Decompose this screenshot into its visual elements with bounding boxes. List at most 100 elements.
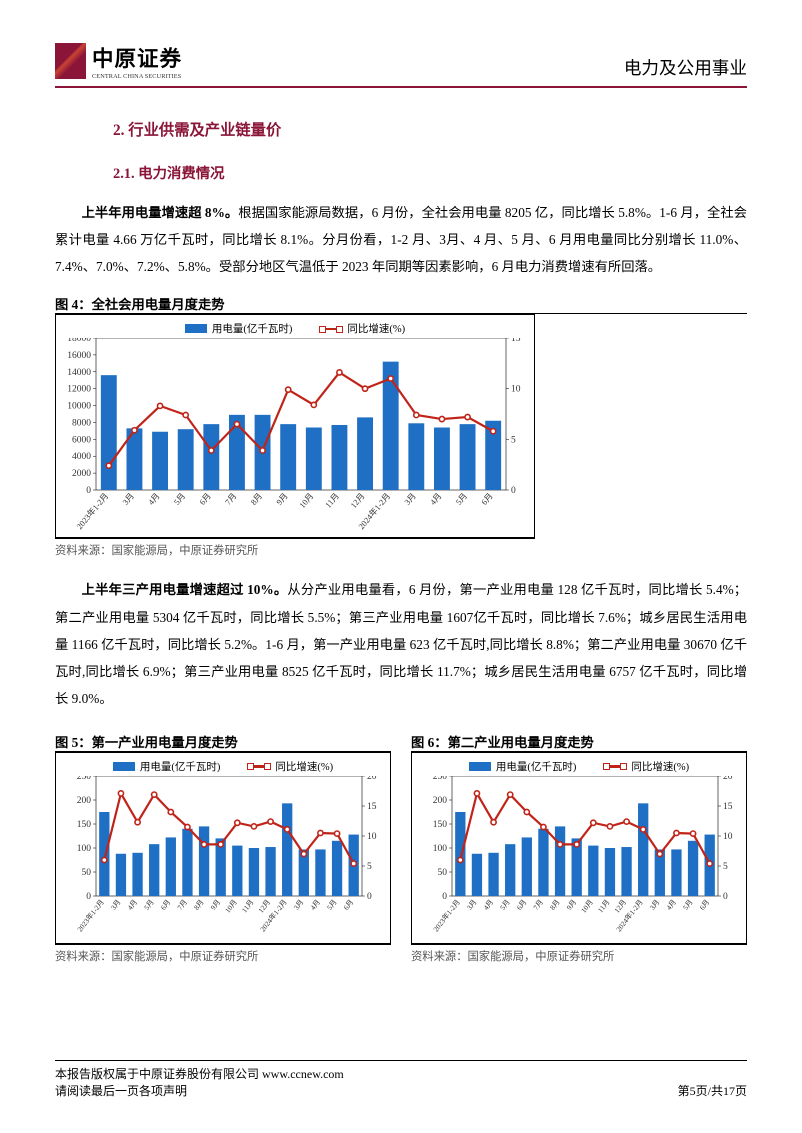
svg-text:5月: 5月	[143, 898, 156, 911]
paragraph-1: 上半年用电量增速超 8%。根据国家能源局数据，6 月份，全社会用电量 8205 …	[55, 199, 747, 280]
svg-text:20: 20	[723, 776, 733, 782]
svg-text:4000: 4000	[72, 453, 91, 463]
svg-text:2023年1-2月: 2023年1-2月	[74, 491, 110, 531]
svg-text:250: 250	[433, 776, 448, 782]
svg-text:0: 0	[86, 892, 91, 902]
svg-text:0: 0	[86, 486, 91, 496]
logo-text-en: CENTRAL CHINA SECURITIES	[92, 73, 181, 80]
p1-bold: 上半年用电量增速超 8%。	[82, 205, 239, 220]
svg-text:6月: 6月	[342, 898, 355, 911]
logo-text-cn: 中原证券	[92, 42, 187, 73]
svg-text:2023年1-2月: 2023年1-2月	[431, 898, 462, 934]
footer-line1: 本报告版权属于中原证券股份有限公司 www.ccnew.com	[55, 1065, 344, 1082]
svg-text:5月: 5月	[499, 898, 512, 911]
svg-text:5月: 5月	[326, 898, 339, 911]
svg-text:3月: 3月	[403, 492, 418, 507]
svg-text:4月: 4月	[429, 492, 444, 507]
svg-text:2023年1-2月: 2023年1-2月	[75, 898, 106, 934]
chart6-title: 图 6：第二产业用电量月度走势	[411, 732, 747, 752]
svg-text:7月: 7月	[176, 898, 189, 911]
svg-text:0: 0	[723, 892, 728, 902]
svg-text:4月: 4月	[309, 898, 322, 911]
logo-mark	[55, 43, 86, 79]
footer: 本报告版权属于中原证券股份有限公司 www.ccnew.com 请阅读最后一页各…	[55, 1060, 747, 1099]
svg-text:12月: 12月	[349, 492, 367, 511]
svg-text:8月: 8月	[249, 492, 264, 507]
svg-text:50: 50	[82, 868, 92, 878]
header-title: 电力及公用事业	[624, 55, 747, 80]
svg-text:50: 50	[438, 868, 448, 878]
svg-text:100: 100	[433, 844, 448, 854]
svg-text:20: 20	[367, 776, 377, 782]
footer-line2: 请阅读最后一页各项声明	[55, 1082, 344, 1099]
chart6: 用电量(亿千瓦时)同比增速(%)050100150200250051015202…	[411, 752, 747, 944]
chart4: 用电量(亿千瓦时)同比增速(%)020004000600080001000012…	[55, 314, 535, 538]
svg-text:0: 0	[511, 486, 516, 496]
svg-text:8月: 8月	[549, 898, 562, 911]
chart5-source: 资料来源：国家能源局，中原证券研究所	[55, 944, 391, 964]
svg-text:9月: 9月	[209, 898, 222, 911]
svg-text:6月: 6月	[198, 492, 213, 507]
svg-text:4月: 4月	[665, 898, 678, 911]
svg-text:3月: 3月	[121, 492, 136, 507]
svg-text:6月: 6月	[515, 898, 528, 911]
svg-text:12月: 12月	[257, 898, 272, 914]
svg-text:5月: 5月	[172, 492, 187, 507]
svg-text:5月: 5月	[682, 898, 695, 911]
svg-text:11月: 11月	[324, 492, 341, 510]
svg-text:15: 15	[723, 802, 733, 812]
svg-text:9月: 9月	[565, 898, 578, 911]
svg-text:12000: 12000	[67, 385, 91, 395]
svg-text:10: 10	[723, 832, 733, 842]
svg-text:10: 10	[367, 832, 377, 842]
svg-text:150: 150	[77, 820, 92, 830]
svg-text:10000: 10000	[67, 402, 91, 412]
svg-text:3月: 3月	[466, 898, 479, 911]
svg-text:200: 200	[433, 796, 448, 806]
svg-text:8000: 8000	[72, 419, 91, 429]
svg-text:11月: 11月	[241, 898, 256, 914]
svg-text:6月: 6月	[480, 492, 495, 507]
svg-text:15: 15	[367, 802, 377, 812]
svg-text:10月: 10月	[580, 898, 595, 914]
svg-text:3月: 3月	[110, 898, 123, 911]
svg-text:2000: 2000	[72, 469, 91, 479]
svg-text:250: 250	[77, 776, 92, 782]
svg-text:7月: 7月	[224, 492, 239, 507]
chart5-title: 图 5：第一产业用电量月度走势	[55, 732, 391, 752]
svg-text:4月: 4月	[147, 492, 162, 507]
svg-text:7月: 7月	[532, 898, 545, 911]
chart4-title: 图 4：全社会用电量月度走势	[55, 294, 747, 314]
svg-text:14000: 14000	[67, 368, 91, 378]
svg-text:10月: 10月	[298, 492, 316, 511]
svg-text:200: 200	[77, 796, 92, 806]
svg-text:6月: 6月	[698, 898, 711, 911]
chart5: 用电量(亿千瓦时)同比增速(%)050100150200250051015202…	[55, 752, 391, 944]
svg-text:16000: 16000	[67, 351, 91, 361]
page-number: 第5页/共17页	[678, 1082, 747, 1099]
svg-text:8月: 8月	[193, 898, 206, 911]
svg-text:5: 5	[511, 436, 516, 446]
svg-text:9月: 9月	[275, 492, 290, 507]
svg-text:12月: 12月	[613, 898, 628, 914]
svg-text:5: 5	[367, 862, 372, 872]
section-heading-3: 2.1. 电力消费情况	[113, 162, 747, 183]
logo: 中原证券 CENTRAL CHINA SECURITIES	[55, 42, 187, 80]
p2-bold: 上半年三产用电量增速超过 10%。	[82, 582, 288, 597]
svg-text:4月: 4月	[482, 898, 495, 911]
svg-text:4月: 4月	[126, 898, 139, 911]
paragraph-2: 上半年三产用电量增速超过 10%。从分产业用电量看，6 月份，第一产业用电量 1…	[55, 576, 747, 712]
svg-text:6月: 6月	[159, 898, 172, 911]
svg-text:15: 15	[511, 338, 521, 344]
section-heading-2: 2. 行业供需及产业链量价	[113, 118, 747, 140]
svg-text:3月: 3月	[648, 898, 661, 911]
svg-text:10: 10	[511, 385, 521, 395]
chart4-source: 资料来源：国家能源局，中原证券研究所	[55, 538, 535, 558]
svg-text:18000: 18000	[67, 338, 91, 344]
svg-text:6000: 6000	[72, 436, 91, 446]
p2-text: 从分产业用电量看，6 月份，第一产业用电量 128 亿千瓦时，同比增长 5.4%…	[55, 582, 747, 706]
svg-text:0: 0	[442, 892, 447, 902]
svg-text:0: 0	[367, 892, 372, 902]
svg-text:5月: 5月	[454, 492, 469, 507]
header: 中原证券 CENTRAL CHINA SECURITIES 电力及公用事业	[55, 42, 747, 88]
